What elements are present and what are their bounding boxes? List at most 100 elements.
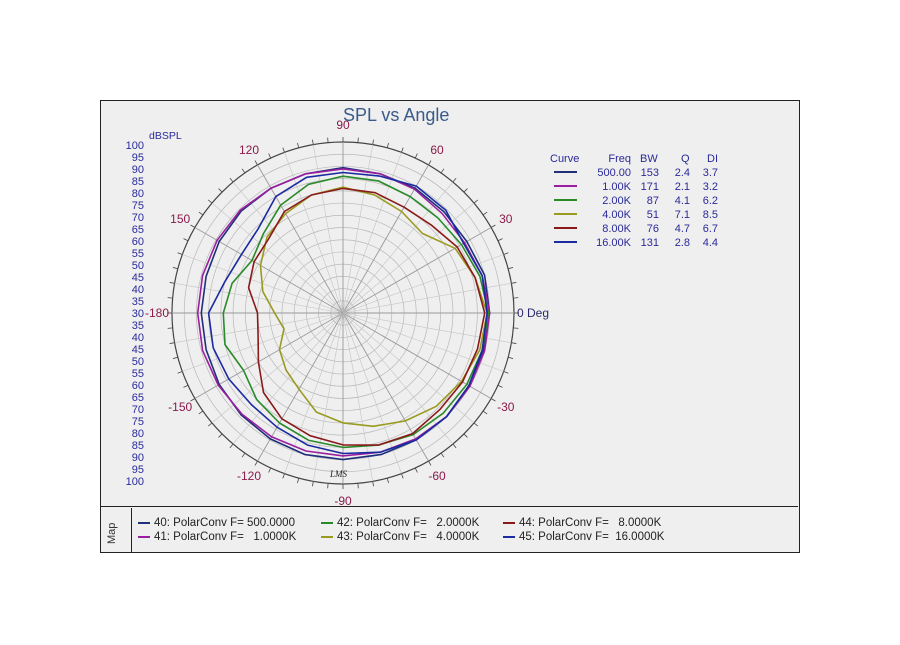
angle-tick (482, 211, 488, 216)
grid-spoke (232, 312, 344, 445)
angle-tick (490, 224, 496, 228)
angle-tick (503, 371, 509, 374)
angle-tick (218, 188, 223, 193)
angle-tick (282, 147, 285, 153)
legend-bw: 131 (641, 237, 659, 249)
grid-spoke (342, 312, 475, 424)
legend-freq: 1.00K (602, 181, 631, 193)
angle-tick (473, 199, 479, 204)
angle-tick (297, 478, 300, 484)
grid-spoke (211, 312, 344, 424)
radial-tick-label: 95 (132, 152, 144, 164)
legend-bw: 76 (647, 223, 659, 235)
angle-label: 30 (499, 212, 513, 226)
radial-tick-label: 70 (132, 404, 144, 416)
legend-q: 4.1 (675, 195, 690, 207)
angle-tick (414, 153, 418, 159)
watermark-text: LMS (329, 469, 348, 479)
legend-rows: 500.00 153 2.4 3.7 1.00K 171 2.1 3.2 2.00K 87 4.1 6… (554, 167, 718, 249)
angle-tick (482, 410, 488, 415)
legend-header-curve: Curve (550, 153, 579, 165)
angle-tick (177, 371, 183, 374)
angle-tick (414, 467, 418, 473)
radial-tick-label: 35 (132, 320, 144, 332)
series-curve-5 (247, 187, 486, 446)
map-entry: 44: PolarConv F= 8.0000K (503, 517, 661, 529)
angle-labels: 90 60 30 0 Deg -30 -60 -90 -120 -150 -180 150 120 (145, 118, 549, 506)
radial-tick-label: 95 (132, 464, 144, 476)
radial-tick-label: 75 (132, 200, 144, 212)
plot-area: SPL vs Angle dBSPL 100 95 90 85 80 75 70 65 60 55… (101, 101, 798, 507)
angle-tick (268, 467, 272, 473)
series-curve-6 (207, 171, 488, 455)
angle-tick (177, 252, 183, 255)
legend-bw: 171 (641, 181, 659, 193)
radial-tick-label: 45 (132, 272, 144, 284)
map-divider (131, 508, 132, 553)
angle-tick (183, 384, 189, 388)
legend-header-di: DI (707, 153, 718, 165)
map-swatch (138, 521, 150, 524)
angle-label: 0 Deg (517, 306, 549, 320)
angle-tick (490, 398, 496, 402)
angle-tick (428, 160, 432, 166)
angle-tick (218, 433, 223, 438)
angle-label: -30 (497, 400, 515, 414)
angle-tick (229, 177, 234, 183)
legend-row: 2.00K 87 4.1 6.2 (554, 195, 718, 207)
angle-tick (452, 443, 457, 449)
radial-tick-label: 30 (132, 308, 144, 320)
angle-tick (473, 422, 479, 427)
radial-tick-label: 60 (132, 380, 144, 392)
angle-tick (312, 481, 314, 487)
legend-q: 4.7 (675, 223, 690, 235)
radial-tick-label: 75 (132, 416, 144, 428)
legend-di: 8.5 (703, 209, 718, 221)
grid-spoke (174, 312, 344, 343)
legend-q: 7.1 (675, 209, 690, 221)
grid-spoke (257, 164, 344, 314)
angle-tick (511, 342, 517, 344)
map-entry-text: 43: PolarConv F= 4.0000K (337, 531, 480, 543)
angle-tick (428, 460, 432, 466)
polar-chart: SPL vs Angle dBSPL 100959085807570656055… (126, 105, 718, 506)
legend-row: 16.00K 131 2.8 4.4 (554, 237, 718, 249)
legend-q: 2.8 (675, 237, 690, 249)
series-curve-3 (222, 175, 490, 449)
radial-tick-label: 85 (132, 440, 144, 452)
radial-tick-label: 90 (132, 452, 144, 464)
map-label: Map (106, 522, 118, 544)
legend-q: 2.4 (675, 167, 690, 179)
legend-row: 4.00K 51 7.1 8.5 (554, 209, 718, 221)
radial-tick-label: 80 (132, 428, 144, 440)
angle-tick (282, 473, 285, 479)
radial-tick-label: 55 (132, 368, 144, 380)
angle-tick (497, 384, 503, 388)
grid-spoke (342, 152, 402, 314)
angle-label: 120 (239, 143, 259, 157)
angle-tick (183, 238, 189, 242)
map-entry-text: 40: PolarConv F= 500.0000 (154, 517, 295, 529)
grid-spoke (182, 312, 344, 372)
series-layer (196, 166, 491, 461)
angle-tick (401, 147, 404, 153)
angle-label: -60 (428, 469, 446, 483)
legend-di: 3.2 (703, 181, 718, 193)
legend-row: 500.00 153 2.4 3.7 (554, 167, 718, 179)
chart-title: SPL vs Angle (343, 105, 449, 125)
legend-bw: 51 (647, 209, 659, 221)
map-entry-text: 45: PolarConv F= 16.0000K (519, 531, 665, 543)
legend-bw: 153 (641, 167, 659, 179)
angle-tick (169, 282, 175, 284)
map-entry-text: 42: PolarConv F= 2.0000K (337, 517, 480, 529)
legend-freq: 16.00K (596, 237, 632, 249)
radial-tick-label: 50 (132, 356, 144, 368)
map-swatch (321, 521, 333, 524)
radial-tick-label: 100 (126, 476, 144, 488)
map-entry: 45: PolarConv F= 16.0000K (503, 531, 664, 543)
angle-tick (190, 398, 196, 402)
radial-tick-label: 100 (126, 140, 144, 152)
angle-tick (386, 142, 389, 148)
map-entry: 42: PolarConv F= 2.0000K (321, 517, 479, 529)
map-entry: 41: PolarConv F= 1.0000K (138, 531, 296, 543)
